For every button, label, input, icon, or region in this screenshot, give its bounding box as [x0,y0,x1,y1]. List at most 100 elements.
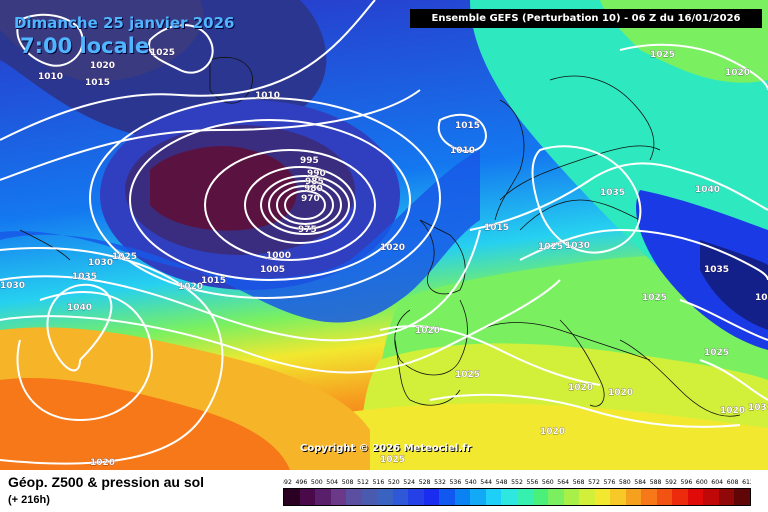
legend-swatch [361,489,378,505]
south-yellow [290,403,768,470]
isobar-label: 985 [305,177,324,187]
isobar-label: 1025 [650,50,675,60]
isobar-labels: 1025 1020 1010 1015 1010 995 990 985 980… [0,48,768,468]
legend-tick: 520 [388,479,400,486]
legend-swatch [330,489,347,505]
legend-tick: 592 [665,479,677,486]
geopotential-map: 1025 1020 1010 1015 1010 995 990 985 980… [0,0,768,470]
isobar-label: 1020 [540,427,565,437]
isobar-label: 1025 [112,252,137,262]
isobar-label: 1025 [704,348,729,358]
isobar-label: 1030 [88,258,113,268]
isobar-label: 1020 [90,61,115,71]
legend-swatch [734,489,750,505]
legend-tick: 500 [311,479,323,486]
coastlines [19,56,741,417]
isobar-label: 1020 [90,458,115,468]
isobar-label: 1040 [67,303,92,313]
isobar-label: 1020 [568,383,593,393]
legend-swatch [703,489,719,505]
legend-swatch [516,489,533,505]
variable-title: Géop. Z500 & pression au sol [8,474,205,490]
legend-swatch [485,489,502,505]
azores-hot [0,378,290,470]
isobar-label: 1025 [380,455,405,465]
legend-tick: 524 [403,479,415,486]
legend-tick: 528 [419,479,431,486]
legend-swatch [501,489,517,505]
color-legend [283,488,751,506]
legend-tick: 568 [573,479,585,486]
isobar-label: 1035 [72,272,97,282]
isobar-label: 1020 [380,243,405,253]
legend-tick: 608 [727,479,739,486]
isobar-label: 980 [304,184,323,194]
forecast-time: 7:00 locale [20,34,150,58]
isobar-label: 1020 [720,406,745,416]
isobar-label: 1000 [266,251,291,261]
legend-swatch [548,489,564,505]
legend-swatch [423,489,440,505]
legend-swatch [610,489,626,505]
lead-time: (+ 216h) [8,494,50,506]
model-run-banner: Ensemble GEFS (Perturbation 10) - 06 Z d… [410,9,762,28]
isobar-label: 1040 [695,185,720,195]
isobar-label: 1035 [704,265,729,275]
legend-swatch [579,489,595,505]
legend-tick: 596 [680,479,692,486]
legend-tick: 532 [434,479,446,486]
legend-swatch [532,489,549,505]
legend-swatch [672,489,688,505]
legend-swatch [392,489,409,505]
legend-tick: 540 [465,479,477,486]
isobar-label: 1010 [38,72,63,82]
isobar-label: 1010 [450,146,475,156]
isobar-label: 1025 [455,370,480,380]
legend-tick-labels: 4924965005045085125165205245285325365405… [283,479,751,486]
legend-tick: 548 [496,479,508,486]
isobar-label: 1015 [455,121,480,131]
isobar-label: 995 [300,156,319,166]
legend-tick: 504 [326,479,338,486]
russia-core [700,240,768,330]
legend-swatch [594,489,611,505]
legend-tick: 492 [283,479,292,486]
legend-tick: 580 [619,479,631,486]
legend-swatch [315,489,331,505]
legend-tick: 536 [449,479,461,486]
legend-swatch [454,489,471,505]
isobar-label: 1015 [201,276,226,286]
legend-swatch [299,489,316,505]
isobar-label: 1015 [85,78,110,88]
legend-tick: 572 [588,479,600,486]
isobar-label: 1030 [748,403,768,413]
isobar-lines [0,0,768,464]
isobar-label: 975 [298,225,317,235]
isobar-label: 1015 [484,223,509,233]
legend-tick: 600 [696,479,708,486]
legend-swatch [641,489,657,505]
legend-swatch [563,489,580,505]
legend-tick: 544 [480,479,492,486]
legend-tick: 588 [650,479,662,486]
isobar-label: 1025 [150,48,175,58]
legend-swatch [408,489,424,505]
legend-tick: 576 [603,479,615,486]
isobar-label: 1020 [415,326,440,336]
jet-band [0,150,480,323]
isobar-label: 1020 [608,388,633,398]
isobar-label: 1020 [725,68,750,78]
isobar-label: 1030 [0,281,25,291]
isobar-label: 970 [301,194,320,204]
legend-swatch [346,489,362,505]
isobar-label: 990 [307,169,326,179]
isobar-label: 1025 [642,293,667,303]
legend-tick: 508 [342,479,354,486]
legend-tick: 560 [542,479,554,486]
legend-swatch [687,489,704,505]
isobar-label: 1005 [260,265,285,275]
legend-tick: 556 [526,479,538,486]
isobar-label: 1020 [178,282,203,292]
legend-tick: 564 [557,479,569,486]
legend-swatch [284,489,300,505]
